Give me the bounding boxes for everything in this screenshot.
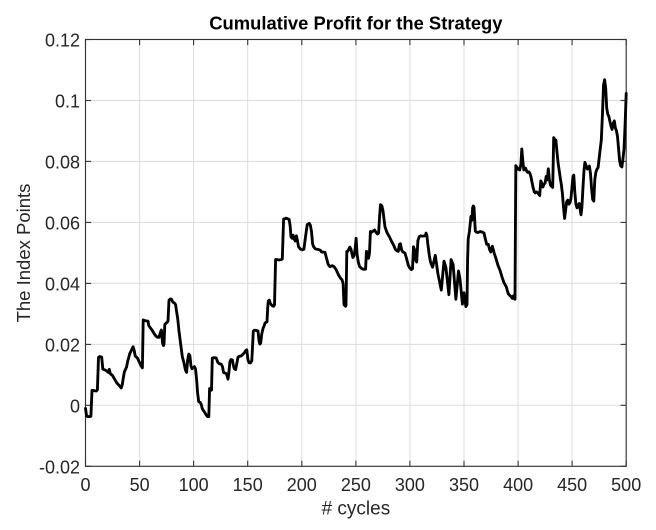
svg-text:0.12: 0.12 xyxy=(45,31,80,51)
svg-text:150: 150 xyxy=(233,475,263,495)
svg-text:0.1: 0.1 xyxy=(55,92,80,112)
svg-text:50: 50 xyxy=(130,475,150,495)
svg-text:Cumulative Profit for the Stra: Cumulative Profit for the Strategy xyxy=(209,13,503,34)
svg-text:450: 450 xyxy=(557,475,587,495)
svg-text:100: 100 xyxy=(179,475,209,495)
svg-text:# cycles: # cycles xyxy=(322,498,391,519)
svg-text:0: 0 xyxy=(80,475,90,495)
svg-text:0.06: 0.06 xyxy=(45,213,80,233)
svg-text:200: 200 xyxy=(287,475,317,495)
svg-text:350: 350 xyxy=(449,475,479,495)
svg-text:0: 0 xyxy=(70,396,80,416)
svg-text:400: 400 xyxy=(503,475,533,495)
svg-text:The Index Points: The Index Points xyxy=(13,184,34,323)
svg-text:0.04: 0.04 xyxy=(45,274,80,294)
svg-text:250: 250 xyxy=(341,475,371,495)
svg-text:-0.02: -0.02 xyxy=(39,457,80,477)
svg-text:500: 500 xyxy=(611,475,641,495)
svg-text:300: 300 xyxy=(395,475,425,495)
svg-text:0.08: 0.08 xyxy=(45,152,80,172)
svg-text:0.02: 0.02 xyxy=(45,335,80,355)
